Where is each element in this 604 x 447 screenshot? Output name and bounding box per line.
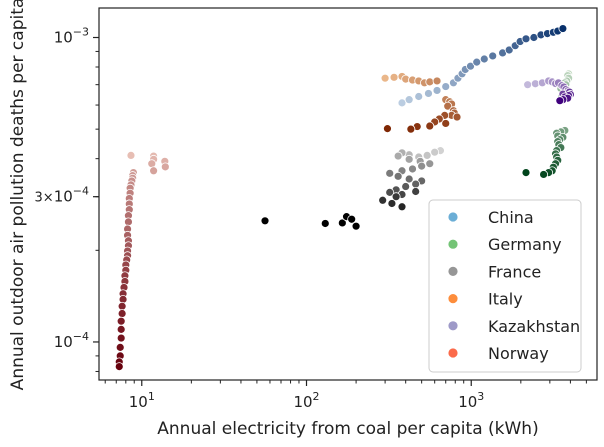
y-tick-label: 3×10−4	[35, 185, 89, 206]
data-point-china	[488, 51, 498, 61]
legend-frame	[428, 199, 582, 373]
data-point-other	[260, 216, 270, 226]
data-point-france	[391, 192, 401, 202]
y-axis-label: Annual outdoor air pollution deaths per …	[8, 0, 28, 390]
data-point-china	[441, 82, 451, 91]
legend-entry-label: Kazakhstan	[488, 317, 580, 336]
data-point-china	[424, 89, 433, 98]
data-point-china	[472, 57, 482, 67]
y-tick-label: 10−3	[54, 26, 89, 47]
x-tick-label: 103	[458, 390, 484, 411]
data-point-france	[404, 154, 414, 164]
data-point-italy	[383, 124, 392, 134]
data-point-norway	[126, 150, 136, 160]
legend-entry-label: China	[488, 208, 534, 227]
data-point-other	[337, 218, 347, 228]
legend-entry-label: France	[488, 262, 541, 281]
data-point-china	[466, 61, 475, 71]
data-point-france	[417, 161, 427, 171]
x-axis-label: Annual electricity from coal per capita …	[157, 419, 538, 439]
data-point-france	[411, 179, 421, 189]
data-point-china	[504, 45, 514, 55]
data-point-other	[347, 214, 357, 224]
x-tick-label: 101	[129, 390, 155, 411]
data-point-france	[425, 159, 435, 169]
data-point-france	[422, 150, 432, 160]
data-points	[114, 24, 575, 372]
data-point-china	[432, 86, 442, 95]
legend-marker	[447, 265, 459, 277]
data-point-china	[479, 54, 489, 64]
data-point-france	[387, 199, 397, 208]
legend-marker	[447, 211, 459, 223]
data-point-norway	[160, 162, 170, 172]
data-point-italy	[432, 76, 442, 86]
data-point-france	[404, 174, 414, 184]
legend-marker	[447, 238, 459, 250]
data-point-france	[378, 195, 388, 205]
data-point-china	[558, 24, 568, 33]
data-point-france	[393, 151, 403, 161]
data-point-norway	[114, 362, 124, 372]
data-point-france	[385, 187, 395, 197]
data-point-norway	[115, 342, 125, 352]
legend-entry-label: Norway	[488, 344, 549, 363]
data-point-italy	[389, 72, 399, 82]
legend-entry-label: Germany	[488, 235, 562, 254]
data-point-china	[521, 34, 531, 44]
data-point-italy	[441, 119, 451, 128]
data-point-germany	[521, 168, 531, 177]
data-point-china	[414, 92, 424, 101]
data-point-france	[430, 147, 440, 157]
data-point-other	[320, 219, 330, 228]
data-point-italy	[425, 77, 435, 87]
data-point-norway	[117, 309, 127, 318]
x-tick-label: 102	[293, 390, 319, 411]
data-point-france	[411, 187, 421, 196]
data-point-france	[393, 171, 403, 181]
data-point-italy	[452, 112, 462, 122]
data-point-italy	[406, 124, 416, 134]
data-point-norway	[116, 316, 126, 326]
data-point-other	[351, 221, 361, 231]
y-tick-label: 10−4	[54, 330, 89, 351]
data-point-germany	[539, 170, 549, 179]
data-point-france	[401, 182, 411, 191]
data-point-norway	[124, 217, 133, 227]
data-point-norway	[116, 324, 126, 334]
legend: China Germany France Italy Kazakhstan Norway	[428, 199, 582, 373]
data-point-china	[404, 95, 414, 105]
legend-marker	[447, 293, 459, 305]
legend-entry-label: Italy	[488, 290, 523, 309]
data-point-kazakhstan	[555, 96, 565, 106]
data-point-france	[397, 202, 407, 212]
data-point-italy	[380, 73, 390, 83]
data-point-china	[397, 98, 407, 108]
legend-marker	[447, 347, 459, 359]
data-point-france	[408, 164, 417, 174]
data-point-norway	[149, 166, 159, 176]
data-point-italy	[425, 121, 435, 131]
legend-marker	[447, 320, 459, 332]
data-point-norway	[117, 301, 127, 311]
data-point-italy	[443, 101, 453, 111]
data-point-france	[385, 168, 395, 178]
data-point-norway	[116, 333, 126, 343]
data-point-kazakhstan	[523, 80, 533, 90]
axis-ticks: 101 102 103 10−4 3×10−4 10−3	[35, 26, 587, 411]
